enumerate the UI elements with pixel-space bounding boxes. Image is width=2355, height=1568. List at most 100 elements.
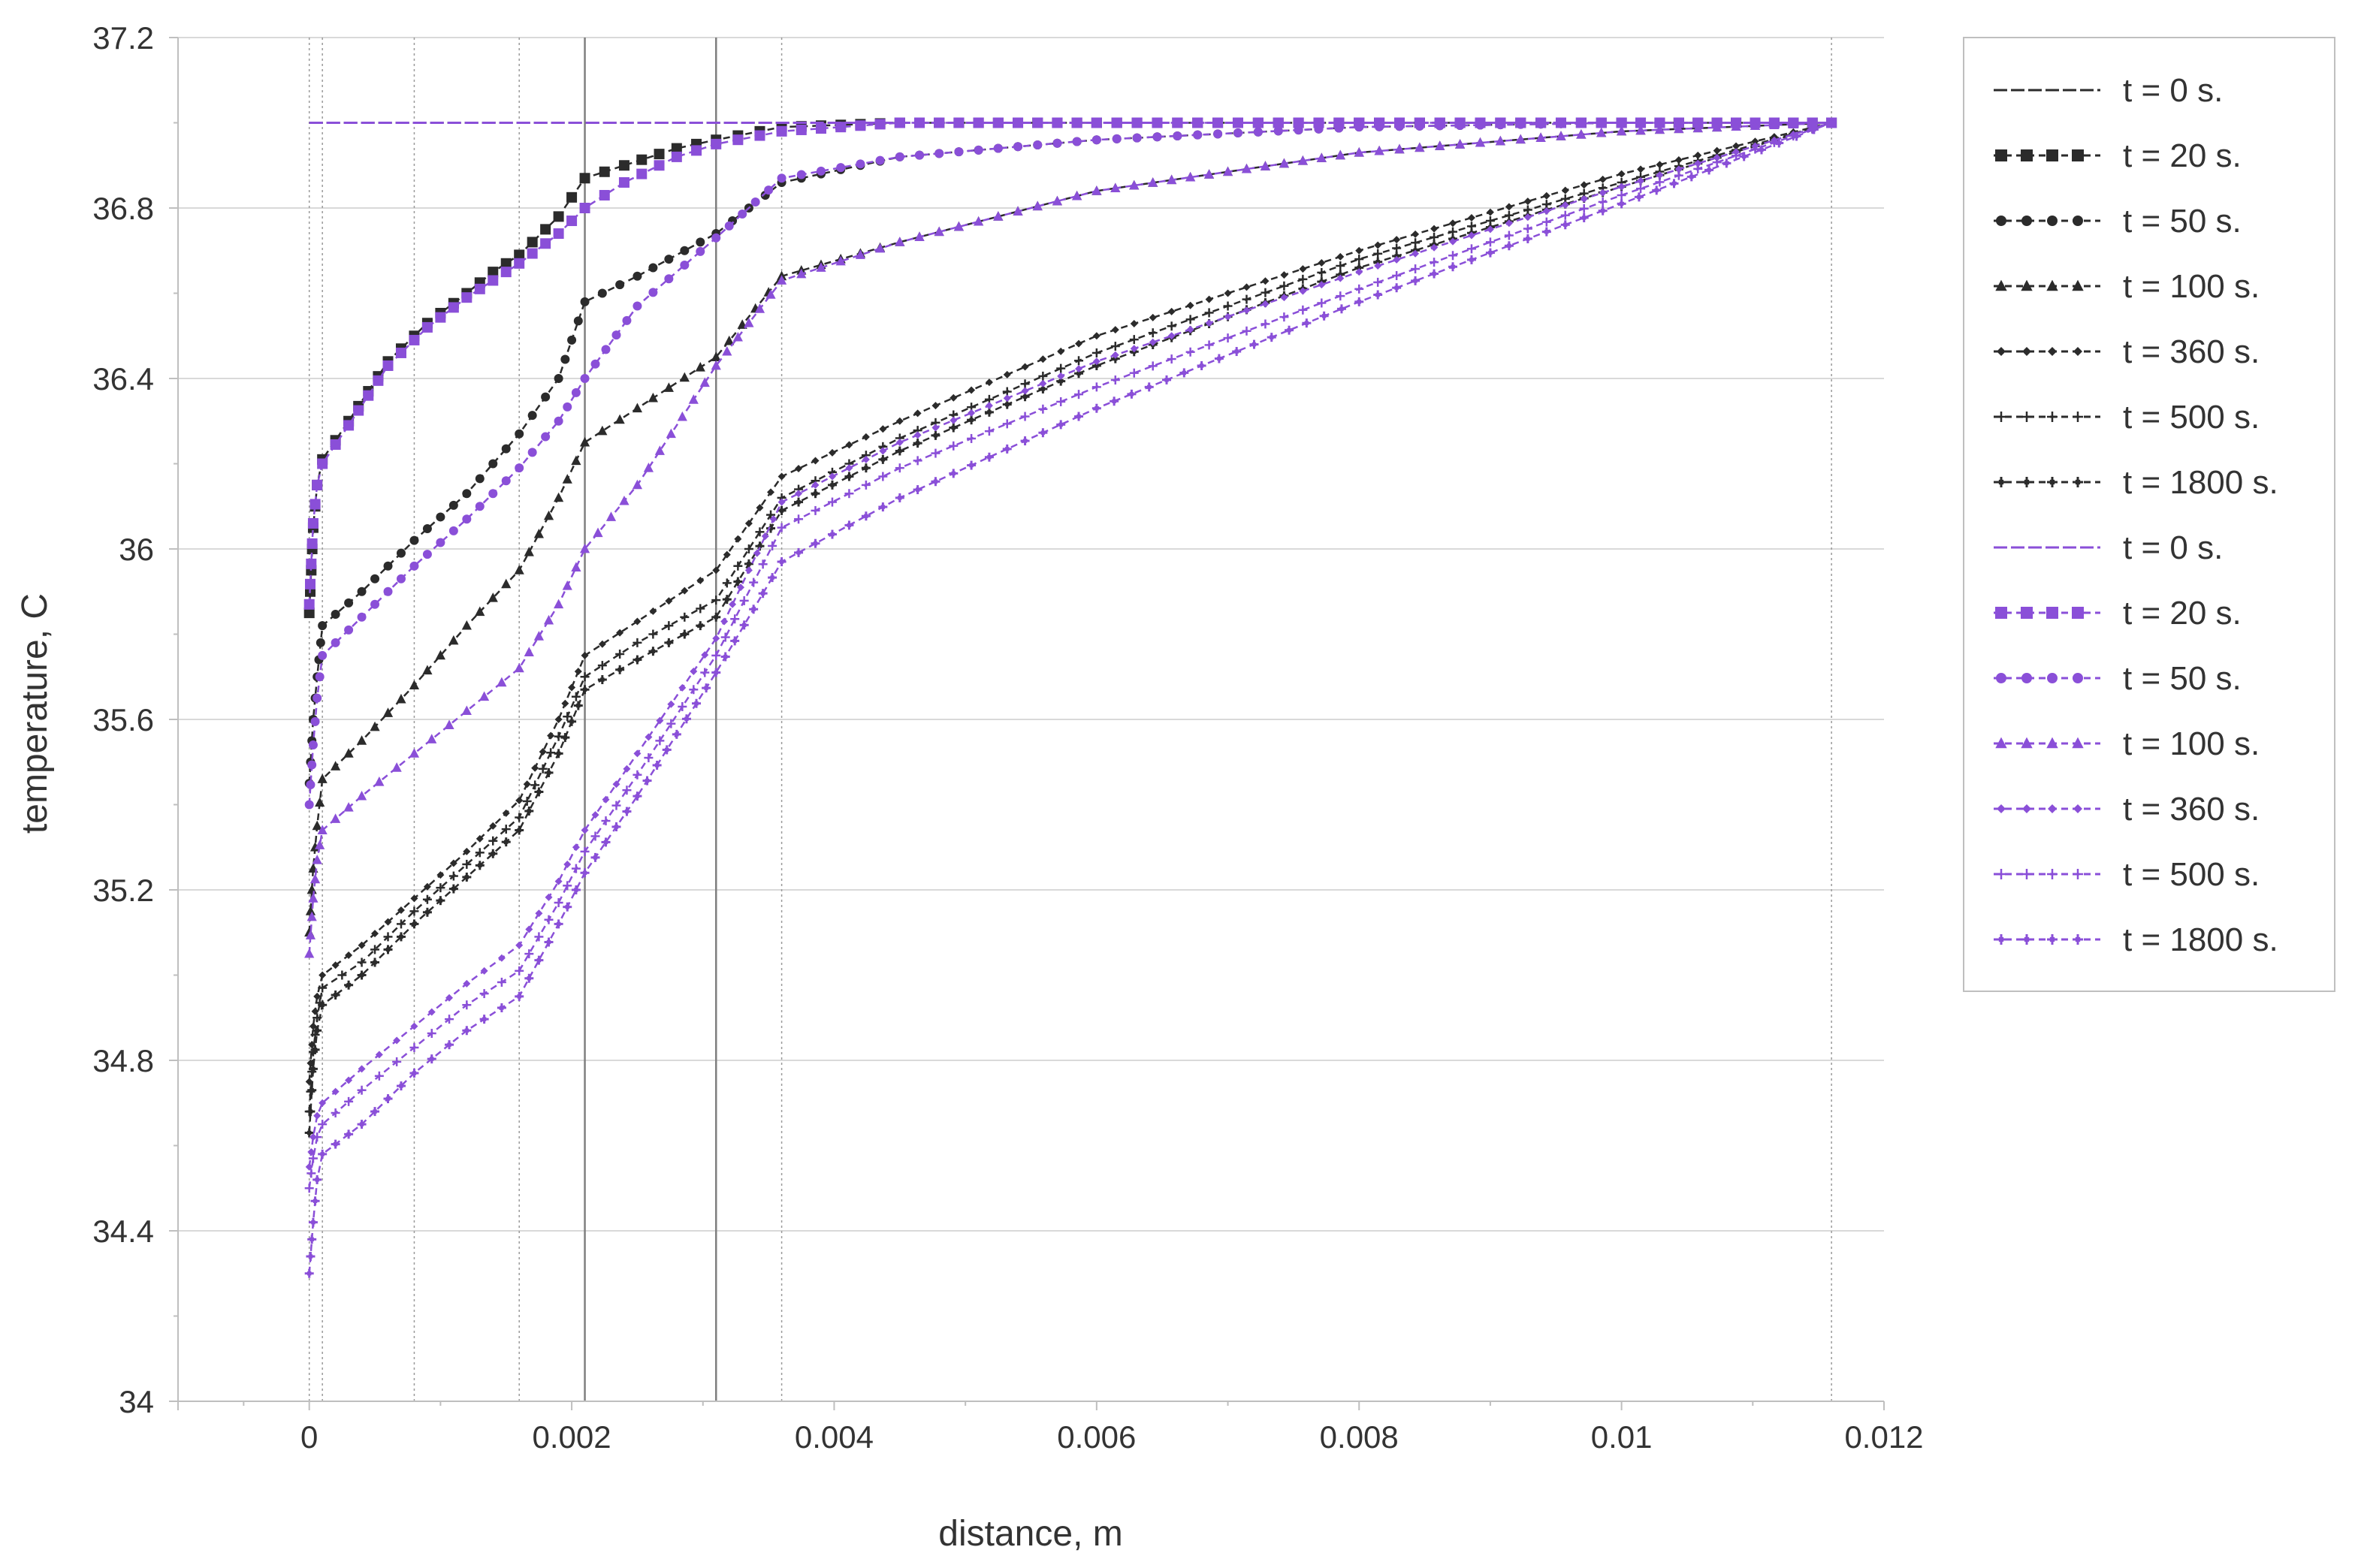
data-point (1110, 182, 1121, 193)
data-point (1021, 387, 1029, 395)
data-point (358, 1065, 366, 1073)
data-point (343, 420, 355, 431)
data-point (501, 476, 511, 486)
data-point (1149, 338, 1157, 346)
legend-label: t = 50 s. (2123, 203, 2242, 240)
data-point (913, 485, 922, 495)
data-point (1415, 142, 1425, 152)
data-point (816, 166, 826, 176)
data-point (1038, 371, 1048, 381)
data-point (554, 716, 563, 723)
data-point (580, 672, 590, 682)
data-point (934, 149, 944, 158)
data-point (1617, 118, 1626, 128)
data-point (816, 262, 826, 272)
data-point (571, 455, 581, 466)
data-point (654, 149, 665, 160)
y-axis-title: temperature, C (15, 593, 55, 834)
data-point (699, 377, 710, 387)
legend-item: t = 360 s. (1994, 333, 2260, 370)
data-point (633, 617, 642, 626)
data-point (1637, 176, 1645, 185)
data-point (1713, 146, 1721, 155)
data-point (618, 176, 630, 188)
data-point (1599, 188, 1607, 197)
data-point (1130, 320, 1138, 328)
data-point (734, 535, 742, 543)
data-point (599, 166, 610, 177)
data-point (1057, 347, 1065, 355)
data-point (1192, 117, 1203, 128)
data-point (488, 836, 498, 846)
data-point (619, 495, 630, 505)
data-point (2021, 869, 2032, 879)
data-point (1242, 294, 1251, 304)
data-point (1167, 354, 1176, 364)
data-point (677, 411, 687, 421)
data-point (622, 786, 632, 795)
data-point (1057, 372, 1065, 380)
data-point (562, 474, 572, 484)
data-point (1354, 122, 1364, 132)
data-point (306, 1168, 316, 1178)
x-tick-label: 0 (300, 1419, 318, 1455)
data-point (357, 970, 367, 980)
data-point (614, 414, 625, 424)
data-point (1273, 126, 1283, 136)
data-point (1485, 237, 1495, 247)
data-point (312, 855, 322, 864)
data-point (1596, 118, 1606, 128)
data-point (1336, 291, 1345, 301)
data-point (1013, 206, 1023, 216)
data-point (1205, 295, 1213, 303)
data-point (331, 1108, 340, 1117)
data-point (422, 907, 432, 917)
data-point (448, 526, 458, 535)
data-point (1132, 133, 1142, 143)
data-point (306, 1107, 316, 1117)
data-point (462, 872, 472, 882)
data-point (1393, 255, 1401, 264)
data-point (648, 647, 658, 656)
data-point (1032, 201, 1043, 211)
data-point (739, 620, 749, 630)
x-tick-label: 0.004 (795, 1419, 874, 1455)
legend-item: t = 500 s. (1994, 856, 2260, 893)
data-point (1505, 219, 1513, 228)
data-point (894, 117, 905, 128)
data-point (985, 402, 993, 410)
data-point (554, 599, 564, 609)
data-point (2072, 149, 2084, 161)
data-point (711, 351, 721, 362)
data-point (1075, 365, 1083, 373)
data-point (563, 712, 572, 722)
data-point (580, 846, 590, 856)
data-point (445, 1040, 454, 1050)
data-point (488, 459, 498, 469)
data-point (363, 390, 374, 401)
data-point (427, 1054, 436, 1064)
data-point (343, 748, 354, 758)
data-point (878, 454, 888, 464)
data-point (776, 275, 787, 285)
data-point (2072, 737, 2084, 749)
data-point (732, 134, 744, 146)
data-point (2073, 934, 2083, 945)
data-point (1038, 404, 1048, 414)
data-point (1656, 171, 1664, 179)
data-point (544, 915, 554, 924)
data-point (1336, 252, 1345, 261)
data-point (1599, 175, 1607, 183)
data-point (1129, 179, 1140, 190)
data-point (1260, 161, 1271, 170)
data-point (318, 1149, 328, 1159)
series-12 (305, 119, 1836, 1171)
data-point (566, 216, 578, 227)
data-point (2046, 737, 2058, 749)
data-point (331, 961, 340, 969)
data-point (895, 493, 904, 502)
data-point (836, 163, 846, 173)
data-point (449, 859, 457, 867)
data-point (475, 606, 485, 617)
data-point (974, 145, 983, 155)
